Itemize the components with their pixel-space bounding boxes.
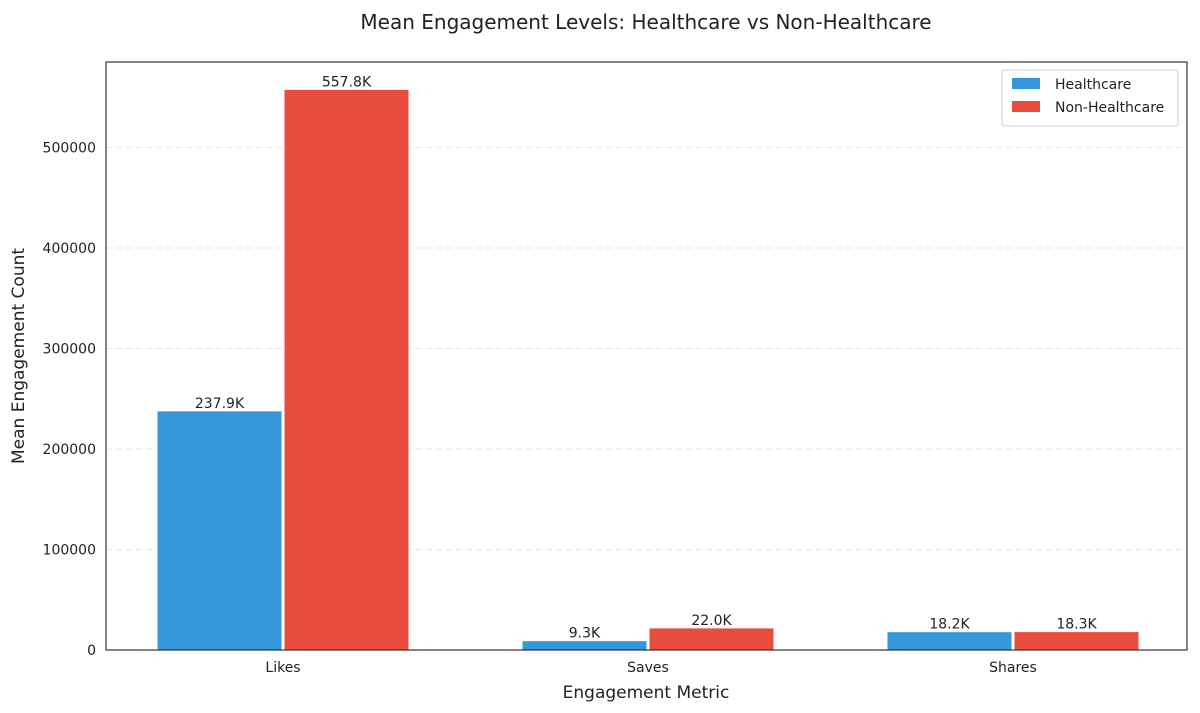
legend: Healthcare Non-Healthcare [1001, 69, 1179, 127]
bar-healthcare-saves [521, 640, 648, 651]
plot-frame [105, 61, 1188, 651]
x-axis-label: Engagement Metric [563, 683, 730, 703]
y-axis-label: Mean Engagement Count [9, 248, 29, 464]
legend-label-non-healthcare: Non-Healthcare [1055, 100, 1164, 116]
y-tick-label: 200000 [43, 442, 96, 458]
y-tick-label: 400000 [43, 241, 96, 257]
bar-non-healthcare-likes [283, 88, 410, 651]
bar-value-label: 18.2K [929, 617, 970, 633]
bar-non-healthcare-saves [648, 627, 775, 651]
bar-value-label: 557.8K [322, 74, 372, 90]
bars [156, 88, 1140, 651]
x-tick-label: Shares [989, 660, 1037, 676]
bar-labels: 237.9K 557.8K 9.3K 22.0K 18.2K 18.3K [195, 74, 1098, 641]
legend-label-healthcare: Healthcare [1055, 77, 1131, 93]
legend-box [1001, 69, 1179, 127]
bar-value-label: 237.9K [195, 396, 245, 412]
bar-healthcare-likes [156, 410, 283, 651]
bar-value-label: 18.3K [1056, 617, 1097, 633]
y-tick-label: 300000 [43, 341, 96, 357]
y-tick-label: 500000 [43, 140, 96, 156]
legend-swatch-healthcare [1012, 78, 1040, 89]
x-tick-label: Saves [627, 660, 669, 676]
chart-title: Mean Engagement Levels: Healthcare vs No… [360, 10, 931, 34]
bar-non-healthcare-shares [1013, 631, 1140, 651]
y-tick-label: 100000 [43, 542, 96, 558]
bar-value-label: 9.3K [569, 626, 601, 642]
x-axis-ticks: Likes Saves Shares [265, 660, 1036, 676]
bar-value-label: 22.0K [691, 613, 732, 629]
legend-swatch-non-healthcare [1012, 101, 1040, 112]
x-tick-label: Likes [265, 660, 300, 676]
y-axis-ticks: 0 100000 200000 300000 400000 500000 [43, 140, 96, 659]
bar-healthcare-shares [886, 631, 1013, 651]
y-tick-label: 0 [87, 643, 96, 659]
